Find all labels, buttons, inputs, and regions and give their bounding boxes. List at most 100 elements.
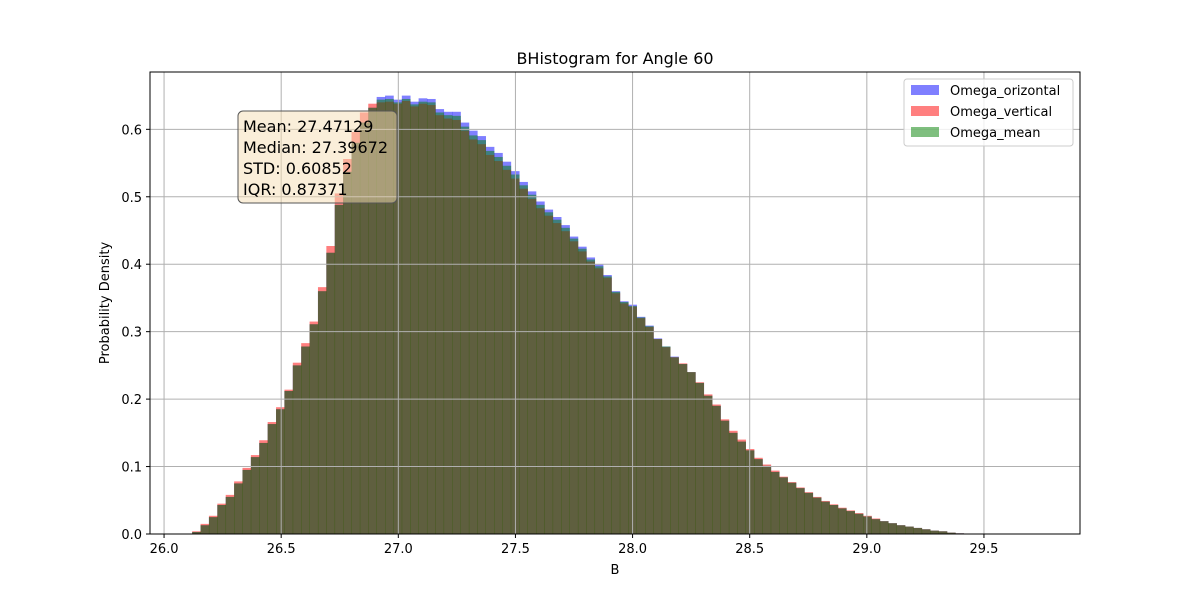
bar-Omega_mean-80 xyxy=(863,516,872,534)
x-tick-label: 28.0 xyxy=(618,542,647,557)
x-tick-label: 27.0 xyxy=(384,542,413,557)
bar-Omega_mean-58 xyxy=(678,364,688,534)
histogram-bars xyxy=(192,95,965,535)
bar-Omega_mean-26 xyxy=(410,104,419,535)
bar-Omega_mean-64 xyxy=(728,432,738,534)
bar-Omega_mean-8 xyxy=(259,442,268,534)
bar-Omega_mean-61 xyxy=(703,395,713,534)
legend-swatch-vertical xyxy=(911,106,939,116)
bar-Omega_mean-57 xyxy=(670,357,679,534)
bar-Omega_mean-53 xyxy=(636,317,646,534)
stats-iqr: IQR: 0.87371 xyxy=(243,180,348,199)
bar-Omega_mean-63 xyxy=(720,420,730,534)
bar-Omega_mean-59 xyxy=(686,372,696,534)
bar-Omega_mean-46 xyxy=(577,248,587,534)
x-tick-label: 29.0 xyxy=(852,542,881,557)
x-tick-label: 28.5 xyxy=(735,542,764,557)
bar-Omega_mean-41 xyxy=(536,204,545,534)
bar-Omega_mean-13 xyxy=(301,346,310,534)
bar-Omega_mean-40 xyxy=(527,194,537,534)
bar-Omega_mean-79 xyxy=(854,513,864,534)
bar-Omega_mean-78 xyxy=(846,511,855,534)
bar-Omega_mean-75 xyxy=(821,501,830,534)
bar-Omega_mean-14 xyxy=(309,324,319,534)
bar-Omega_mean-84 xyxy=(896,525,906,534)
bar-Omega_mean-87 xyxy=(921,529,931,534)
y-tick-label: 0.1 xyxy=(121,461,142,476)
bar-Omega_mean-54 xyxy=(645,326,654,534)
legend-frame xyxy=(903,78,1074,147)
bar-Omega_mean-69 xyxy=(770,471,780,534)
bar-Omega_mean-49 xyxy=(603,276,612,534)
bar-Omega_mean-76 xyxy=(829,505,839,534)
x-tick-label: 26.0 xyxy=(150,542,179,557)
bar-Omega_mean-37 xyxy=(502,165,512,534)
bar-Omega_mean-73 xyxy=(804,492,814,534)
legend-swatch-mean xyxy=(911,127,939,137)
bar-Omega_mean-30 xyxy=(443,115,453,534)
legend-label-orizontal: Omega_orizontal xyxy=(950,84,1060,99)
bar-Omega_mean-77 xyxy=(837,508,847,534)
bar-Omega_mean-60 xyxy=(695,382,705,534)
y-tick-label: 0.0 xyxy=(121,528,142,543)
y-axis-label: Probability Density xyxy=(98,242,113,365)
bar-Omega_mean-25 xyxy=(401,98,411,534)
bar-Omega_mean-24 xyxy=(393,102,403,534)
bar-Omega_mean-12 xyxy=(292,365,302,534)
legend: Omega_orizontal Omega_vertical Omega_mea… xyxy=(903,78,1074,147)
bar-Omega_mean-70 xyxy=(779,477,788,534)
x-axis-label: B xyxy=(611,563,620,578)
stats-box-background xyxy=(237,110,398,204)
y-tick-label: 0.3 xyxy=(121,326,142,341)
bar-Omega_mean-21 xyxy=(368,107,377,534)
bar-Omega_mean-34 xyxy=(477,140,486,534)
y-tick-label: 0.4 xyxy=(121,258,142,273)
bar-Omega_mean-51 xyxy=(619,301,629,534)
y-tick-label: 0.5 xyxy=(121,191,142,206)
bar-Omega_mean-11 xyxy=(284,391,294,534)
bar-Omega_mean-47 xyxy=(586,259,596,534)
plot-frame xyxy=(149,71,1081,535)
bar-Omega_mean-18 xyxy=(343,171,352,534)
stats-box: Mean: 27.47129 Median: 27.39672 STD: 0.6… xyxy=(237,110,398,204)
stats-median: Median: 27.39672 xyxy=(243,138,388,157)
bar-Omega_mean-31 xyxy=(452,115,461,534)
y-tick-label: 0.2 xyxy=(121,393,142,408)
bar-Omega_mean-82 xyxy=(879,521,889,534)
bar-Omega_mean-28 xyxy=(426,102,436,534)
bar-Omega_mean-83 xyxy=(888,523,897,534)
bar-Omega_mean-1 xyxy=(200,525,210,534)
bar-Omega_mean-36 xyxy=(494,156,503,535)
bar-Omega_mean-39 xyxy=(519,185,528,534)
x-tick-label: 29.5 xyxy=(969,542,998,557)
bar-Omega_mean-42 xyxy=(544,212,554,535)
bar-Omega_mean-29 xyxy=(435,112,445,534)
legend-label-mean: Omega_mean xyxy=(950,126,1040,141)
bar-Omega_mean-23 xyxy=(385,98,394,534)
bar-Omega_mean-43 xyxy=(552,219,562,534)
bar-Omega_mean-90 xyxy=(946,532,956,534)
bar-Omega_mean-89 xyxy=(938,531,948,534)
bar-Omega_mean-35 xyxy=(485,150,495,534)
bar-Omega_mean-55 xyxy=(653,339,663,534)
bar-Omega_mean-68 xyxy=(762,465,772,534)
bar-Omega_mean-19 xyxy=(351,142,361,534)
x-tick-label: 27.5 xyxy=(501,542,530,557)
bar-Omega_mean-27 xyxy=(418,101,428,535)
bar-Omega_mean-3 xyxy=(217,505,227,534)
bar-Omega_mean-48 xyxy=(594,266,604,534)
bar-Omega_mean-67 xyxy=(754,459,763,534)
bar-Omega_mean-32 xyxy=(460,126,470,534)
bar-Omega_mean-56 xyxy=(661,346,671,534)
bar-Omega_mean-0 xyxy=(192,531,201,534)
bar-Omega_mean-71 xyxy=(787,482,797,534)
series-Omega_mean xyxy=(192,98,965,535)
chart-title: BHistogram for Angle 60 xyxy=(516,49,713,68)
x-tick-label: 26.5 xyxy=(267,542,296,557)
bar-Omega_mean-16 xyxy=(326,252,336,534)
bar-Omega_mean-81 xyxy=(871,519,881,534)
bar-Omega_mean-9 xyxy=(267,424,277,534)
bar-Omega_mean-88 xyxy=(930,530,939,534)
x-axis-ticks: 26.0 26.5 27.0 27.5 28.0 28.5 29.0 29.5 xyxy=(150,534,998,557)
